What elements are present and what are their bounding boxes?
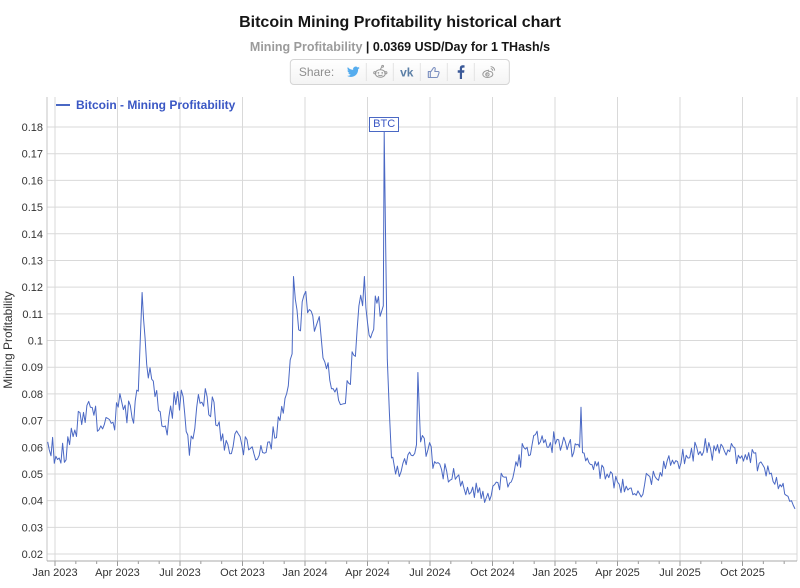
facebook-icon (458, 65, 465, 79)
y-tick-label: 0.16 (22, 175, 43, 187)
x-tick-label: Jul 2025 (659, 567, 701, 579)
share-label: Share: (298, 65, 335, 79)
vk-share-button[interactable]: vk (393, 63, 420, 81)
y-tick-label: 0.12 (22, 282, 43, 294)
legend[interactable]: Bitcoin - Mining Profitability (56, 98, 235, 112)
facebook-share-button[interactable] (447, 63, 474, 81)
y-tick-label: 0.05 (22, 469, 43, 481)
y-tick-label: 0.09 (22, 362, 43, 374)
y-tick-label: 0.03 (22, 522, 43, 534)
weibo-share-button[interactable] (474, 63, 501, 81)
subtitle-separator: | (365, 40, 370, 54)
y-tick-label: 0.17 (22, 149, 43, 161)
x-tick-label: Jan 2025 (532, 567, 577, 579)
y-tick-label: 0.15 (22, 202, 43, 214)
y-tick-label: 0.18 (22, 122, 43, 134)
x-tick-label: Jul 2024 (409, 567, 451, 579)
twitter-share-button[interactable] (340, 63, 366, 81)
weibo-icon (482, 66, 495, 79)
y-tick-label: 0.14 (22, 229, 43, 241)
x-tick-label: Oct 2024 (470, 567, 515, 579)
x-tick-label: Apr 2023 (95, 567, 140, 579)
share-bar: Share: vk (289, 59, 511, 85)
vk-icon: vk (401, 66, 415, 80)
reddit-icon (373, 64, 388, 78)
y-axis-title: Mining Profitability (1, 291, 15, 388)
y-tick-label: 0.13 (22, 255, 43, 267)
subtitle-current-value: 0.0369 USD/Day for 1 THash/s (372, 40, 551, 54)
profitability-line (47, 131, 796, 510)
x-tick-label: Apr 2024 (345, 567, 390, 579)
legend-line-sample (56, 104, 70, 106)
x-tick-label: Oct 2023 (220, 567, 265, 579)
x-tick-label: Jul 2023 (159, 567, 201, 579)
like-share-button[interactable] (420, 63, 447, 81)
x-tick-label: Oct 2025 (720, 567, 765, 579)
y-tick-label: 0.02 (22, 549, 43, 561)
chart-subtitle: Mining Profitability | 0.0369 USD/Day fo… (0, 40, 800, 54)
y-tick-label: 0.1 (28, 336, 43, 348)
legend-label: Bitcoin - Mining Profitability (76, 98, 236, 112)
svg-text:vk: vk (401, 66, 415, 80)
thumbs-up-icon (428, 66, 440, 79)
y-tick-label: 0.06 (22, 442, 43, 454)
x-tick-label: Apr 2025 (595, 567, 640, 579)
y-tick-label: 0.08 (22, 389, 43, 401)
y-tick-label: 0.11 (22, 309, 43, 321)
x-tick-label: Jan 2023 (32, 567, 77, 579)
reddit-share-button[interactable] (366, 63, 393, 81)
y-tick-label: 0.04 (22, 496, 43, 508)
y-tick-label: 0.07 (22, 416, 43, 428)
btc-annotation-flag[interactable]: BTC (369, 117, 400, 133)
subtitle-metric: Mining Profitability (249, 40, 363, 54)
x-tick-label: Jan 2024 (282, 567, 327, 579)
page-title: Bitcoin Mining Profitability historical … (239, 14, 561, 31)
twitter-icon (347, 66, 361, 77)
